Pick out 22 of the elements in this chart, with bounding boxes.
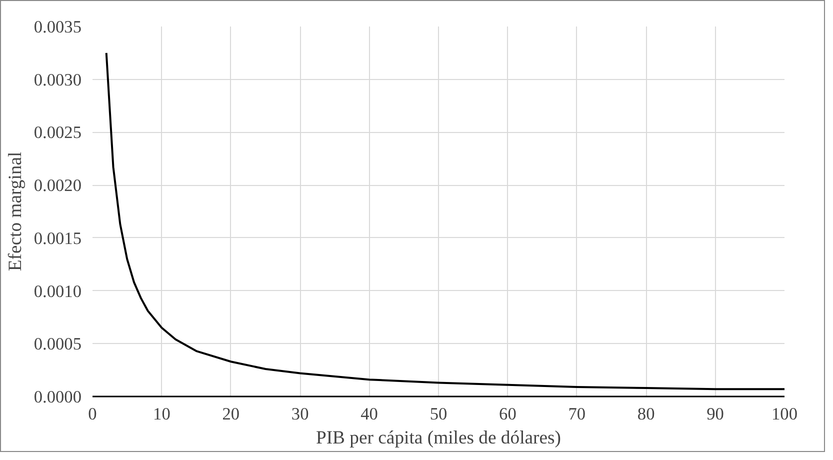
x-tick-label: 0 [88,404,97,424]
y-tick-label: 0.0010 [34,282,82,301]
y-tick-label: 0.0035 [34,18,82,36]
line-series [105,52,784,390]
y-tick-label: 0.0030 [34,70,82,90]
x-tick-label: 100 [772,404,798,424]
x-tick-label: 40 [360,404,378,424]
y-axis-title: Efecto marginal [4,152,26,272]
x-tick-label: 50 [430,404,448,424]
y-tick-label: 0.0005 [34,334,82,354]
y-tick-label: 0.0000 [34,388,82,406]
x-tick-label: 20 [222,404,240,424]
y-tick-label: 0.0020 [34,176,82,196]
x-tick-label: 80 [637,404,655,424]
y-tick-label: 0.0015 [34,228,82,248]
x-tick-label: 90 [706,404,724,424]
y-tick-label: 0.0025 [34,123,82,142]
x-axis-title: PIB per cápita (miles de dólares) [316,428,562,448]
x-tick-label: 30 [291,404,309,424]
x-tick-label: 70 [568,404,586,424]
x-tick-label: 60 [499,404,516,424]
x-tick-label: 10 [153,404,170,424]
